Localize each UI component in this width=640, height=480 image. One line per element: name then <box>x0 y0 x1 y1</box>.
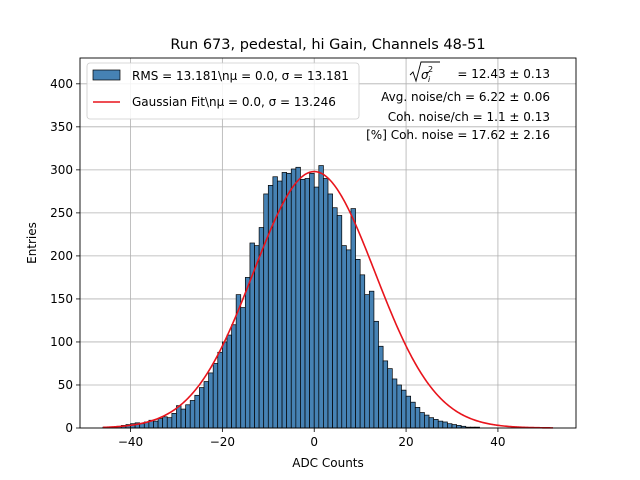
histogram-bar <box>309 172 315 429</box>
histogram-bar <box>350 208 356 429</box>
y-tick-label: 0 <box>65 421 73 435</box>
histogram-bar <box>391 378 398 429</box>
y-tick-label: 400 <box>50 77 73 91</box>
legend-histogram-label: RMS = 13.181\nμ = 0.0, σ = 13.181 <box>132 69 349 83</box>
histogram-bar <box>263 193 269 429</box>
histogram-bar <box>346 249 352 429</box>
legend: RMS = 13.181\nμ = 0.0, σ = 13.181 Gaussi… <box>86 62 360 120</box>
histogram-bar <box>176 405 182 429</box>
histogram-bar <box>194 394 200 429</box>
histogram-bar <box>401 389 407 429</box>
histogram-bar <box>332 207 338 429</box>
histogram-bar <box>327 193 333 429</box>
legend-fit-label: Gaussian Fit\nμ = 0.0, σ = 13.246 <box>132 95 336 109</box>
histogram-bar <box>405 395 412 429</box>
sigma-sum-symbol: σ 2 i <box>409 61 440 84</box>
histogram-bar <box>153 420 159 429</box>
y-axis-label: Entries <box>25 222 39 264</box>
histogram-bar <box>451 424 457 429</box>
histogram-bar <box>323 178 329 429</box>
y-tick-label: 50 <box>58 378 73 392</box>
histogram-bar <box>382 360 389 429</box>
y-tick-label: 150 <box>50 292 73 306</box>
histogram-bar <box>208 372 214 429</box>
svg-text:2: 2 <box>428 65 433 74</box>
histogram-bar <box>304 178 310 429</box>
histogram-bar <box>359 274 366 429</box>
x-tick-label: −20 <box>210 435 235 449</box>
histogram-bar <box>295 166 301 429</box>
gaussian-fit-curve <box>102 170 554 429</box>
histogram-bar <box>231 324 237 429</box>
histogram-bar <box>414 406 421 429</box>
histogram-bar <box>267 184 274 429</box>
x-axis-label: ADC Counts <box>292 456 364 470</box>
histogram-bar <box>410 401 416 429</box>
x-axis-ticks: −40 −20 0 20 40 <box>118 428 506 449</box>
chart-title: Run 673, pedestal, hi Gain, Channels 48-… <box>170 37 485 53</box>
histogram-bar <box>281 172 288 429</box>
histogram-bar <box>355 258 361 429</box>
histogram-bar <box>447 423 453 429</box>
legend-histogram-swatch <box>92 69 121 81</box>
histogram-bar <box>162 416 168 429</box>
histogram-bar <box>442 421 448 429</box>
histogram-bar <box>373 320 379 429</box>
histogram-bar <box>222 341 228 429</box>
histogram-bar <box>300 178 306 429</box>
annotation-sigma-sum: = 12.43 ± 0.13 <box>457 67 550 81</box>
plot-frame <box>79 57 577 429</box>
histogram-bar <box>364 294 370 429</box>
histogram-bar <box>286 172 292 429</box>
histogram-bars <box>102 165 480 429</box>
histogram-bar <box>203 381 209 429</box>
histogram-bar <box>378 345 384 429</box>
histogram-bar <box>290 168 297 429</box>
histogram-bar <box>189 400 196 429</box>
histogram-bar <box>318 165 324 429</box>
y-axis-ticks: 0 50 100 150 200 250 300 350 400 <box>50 77 80 435</box>
histogram-bar <box>433 419 439 429</box>
histogram-bar <box>244 277 251 429</box>
x-tick-label: 40 <box>490 435 505 449</box>
histogram-bar <box>217 351 223 429</box>
y-tick-label: 300 <box>50 163 73 177</box>
histogram-bar <box>185 404 191 429</box>
annotation-pct-coh-noise: [%] Coh. noise = 17.62 ± 2.16 <box>366 128 550 142</box>
x-tick-label: 0 <box>310 435 318 449</box>
histogram-bar <box>171 413 177 429</box>
histogram-bar <box>396 384 402 429</box>
histogram-bar <box>166 417 173 429</box>
stats-annotations: σ 2 i = 12.43 ± 0.13 Avg. noise/ch = 6.2… <box>366 61 550 142</box>
histogram-bar <box>254 245 260 429</box>
histogram-bar <box>313 186 320 429</box>
histogram-bar <box>368 290 375 429</box>
histogram-bar <box>437 420 444 429</box>
x-tick-label: 20 <box>398 435 413 449</box>
y-tick-label: 200 <box>50 249 73 263</box>
histogram-bar <box>157 418 164 429</box>
legend-box <box>86 62 360 120</box>
y-tick-label: 350 <box>50 120 73 134</box>
svg-text:i: i <box>428 75 431 84</box>
annotation-avg-noise: Avg. noise/ch = 6.22 ± 0.06 <box>381 90 550 104</box>
histogram-bar <box>240 307 246 429</box>
histogram-bar <box>341 245 347 429</box>
histogram-bar <box>419 412 425 429</box>
annotation-coh-noise: Coh. noise/ch = 1.1 ± 0.13 <box>388 110 550 124</box>
svg-text:σ: σ <box>421 68 429 82</box>
histogram-bar <box>199 387 205 429</box>
y-tick-label: 100 <box>50 335 73 349</box>
x-tick-label: −40 <box>118 435 143 449</box>
histogram-bar <box>387 368 393 429</box>
histogram-bar <box>226 334 232 429</box>
histogram-bar <box>212 363 219 429</box>
histogram-bar <box>428 417 434 429</box>
histogram-bar <box>277 180 283 429</box>
histogram-bar <box>336 215 343 429</box>
histogram-bar <box>180 408 186 429</box>
y-tick-label: 250 <box>50 206 73 220</box>
histogram-bar <box>424 414 430 429</box>
